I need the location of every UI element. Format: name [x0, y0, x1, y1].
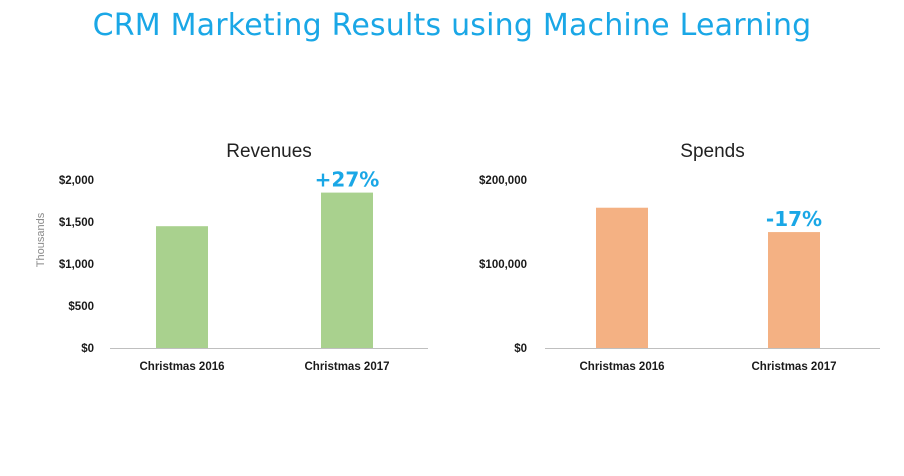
- spends-y-tick-label: $200,000: [479, 175, 527, 187]
- spends-bar-1: [596, 207, 648, 348]
- revenues-bar-1: [156, 226, 208, 348]
- revenues-x-category-label: Christmas 2016: [139, 361, 224, 373]
- spends-bar-2: [768, 232, 820, 348]
- revenues-chart-title: Revenues: [226, 141, 312, 162]
- slide-title: CRM Marketing Results using Machine Lear…: [92, 8, 812, 43]
- spends-y-tick-label: $100,000: [479, 259, 527, 271]
- spends-x-category-label: Christmas 2017: [751, 361, 836, 373]
- revenues-y-tick-label: $500: [68, 301, 94, 313]
- spends-x-category-label: Christmas 2016: [579, 361, 664, 373]
- revenues-bar-2: [321, 192, 373, 348]
- revenues-y-tick-label: $2,000: [59, 175, 94, 187]
- revenues-y-tick-label: $1,500: [59, 217, 94, 229]
- revenues-change-annotation: +27%: [315, 168, 380, 192]
- spends-y-tick-label: $0: [514, 343, 527, 355]
- revenues-x-category-label: Christmas 2017: [304, 361, 389, 373]
- spends-chart: Spends $0 $100,000 $200,000 Christmas 2016 Ch…: [479, 141, 880, 373]
- revenues-y-unit-label: Thousands: [35, 212, 47, 267]
- revenues-y-tick-label: $1,000: [59, 259, 94, 271]
- spends-chart-title: Spends: [680, 141, 744, 162]
- revenues-chart: Revenues Thousands $0 $500 $1,000 $1,500 $2,00…: [35, 141, 428, 373]
- revenues-y-tick-label: $0: [81, 343, 94, 355]
- spends-change-annotation: -17%: [766, 207, 822, 231]
